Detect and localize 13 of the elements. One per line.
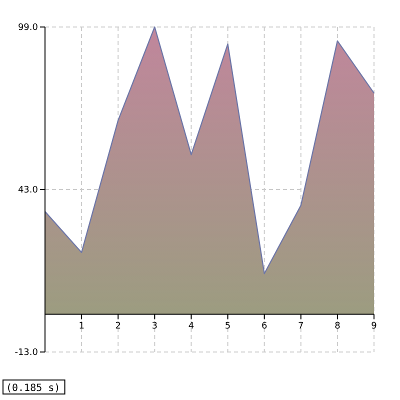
y-tick-label: 43.0 <box>18 186 38 196</box>
x-tick-label: 2 <box>115 321 121 332</box>
x-tick-label: 3 <box>152 321 158 332</box>
y-tick-label: 99.0 <box>18 23 38 33</box>
x-tick-label: 5 <box>224 321 231 332</box>
x-tick-label: 8 <box>334 321 341 332</box>
x-tick-label: 7 <box>298 321 304 332</box>
y-tick-label: -13.0 <box>14 348 38 358</box>
x-tick-label: 4 <box>188 321 194 332</box>
x-tick-label: 6 <box>261 321 268 332</box>
x-tick-label: 1 <box>78 321 84 332</box>
text: (0.185 s) <box>6 383 60 394</box>
x-tick-label: 9 <box>371 321 378 332</box>
